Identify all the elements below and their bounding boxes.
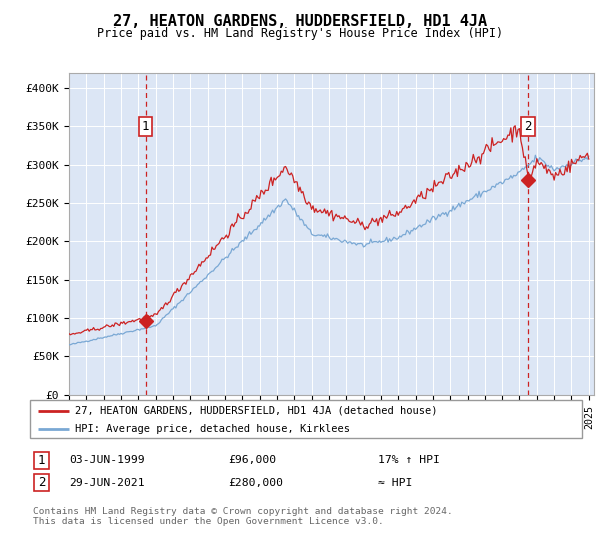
Text: 17% ↑ HPI: 17% ↑ HPI (378, 455, 440, 465)
Text: 03-JUN-1999: 03-JUN-1999 (69, 455, 145, 465)
Text: Contains HM Land Registry data © Crown copyright and database right 2024.
This d: Contains HM Land Registry data © Crown c… (33, 507, 453, 526)
Text: 2: 2 (38, 476, 45, 489)
Text: £280,000: £280,000 (228, 478, 283, 488)
Text: 2: 2 (524, 120, 532, 133)
Text: 29-JUN-2021: 29-JUN-2021 (69, 478, 145, 488)
Text: 1: 1 (142, 120, 149, 133)
Text: £96,000: £96,000 (228, 455, 276, 465)
Text: 1: 1 (38, 454, 45, 467)
Text: HPI: Average price, detached house, Kirklees: HPI: Average price, detached house, Kirk… (75, 424, 350, 434)
Text: Price paid vs. HM Land Registry's House Price Index (HPI): Price paid vs. HM Land Registry's House … (97, 27, 503, 40)
Text: 27, HEATON GARDENS, HUDDERSFIELD, HD1 4JA: 27, HEATON GARDENS, HUDDERSFIELD, HD1 4J… (113, 14, 487, 29)
Text: 27, HEATON GARDENS, HUDDERSFIELD, HD1 4JA (detached house): 27, HEATON GARDENS, HUDDERSFIELD, HD1 4J… (75, 405, 438, 416)
Text: ≈ HPI: ≈ HPI (378, 478, 412, 488)
